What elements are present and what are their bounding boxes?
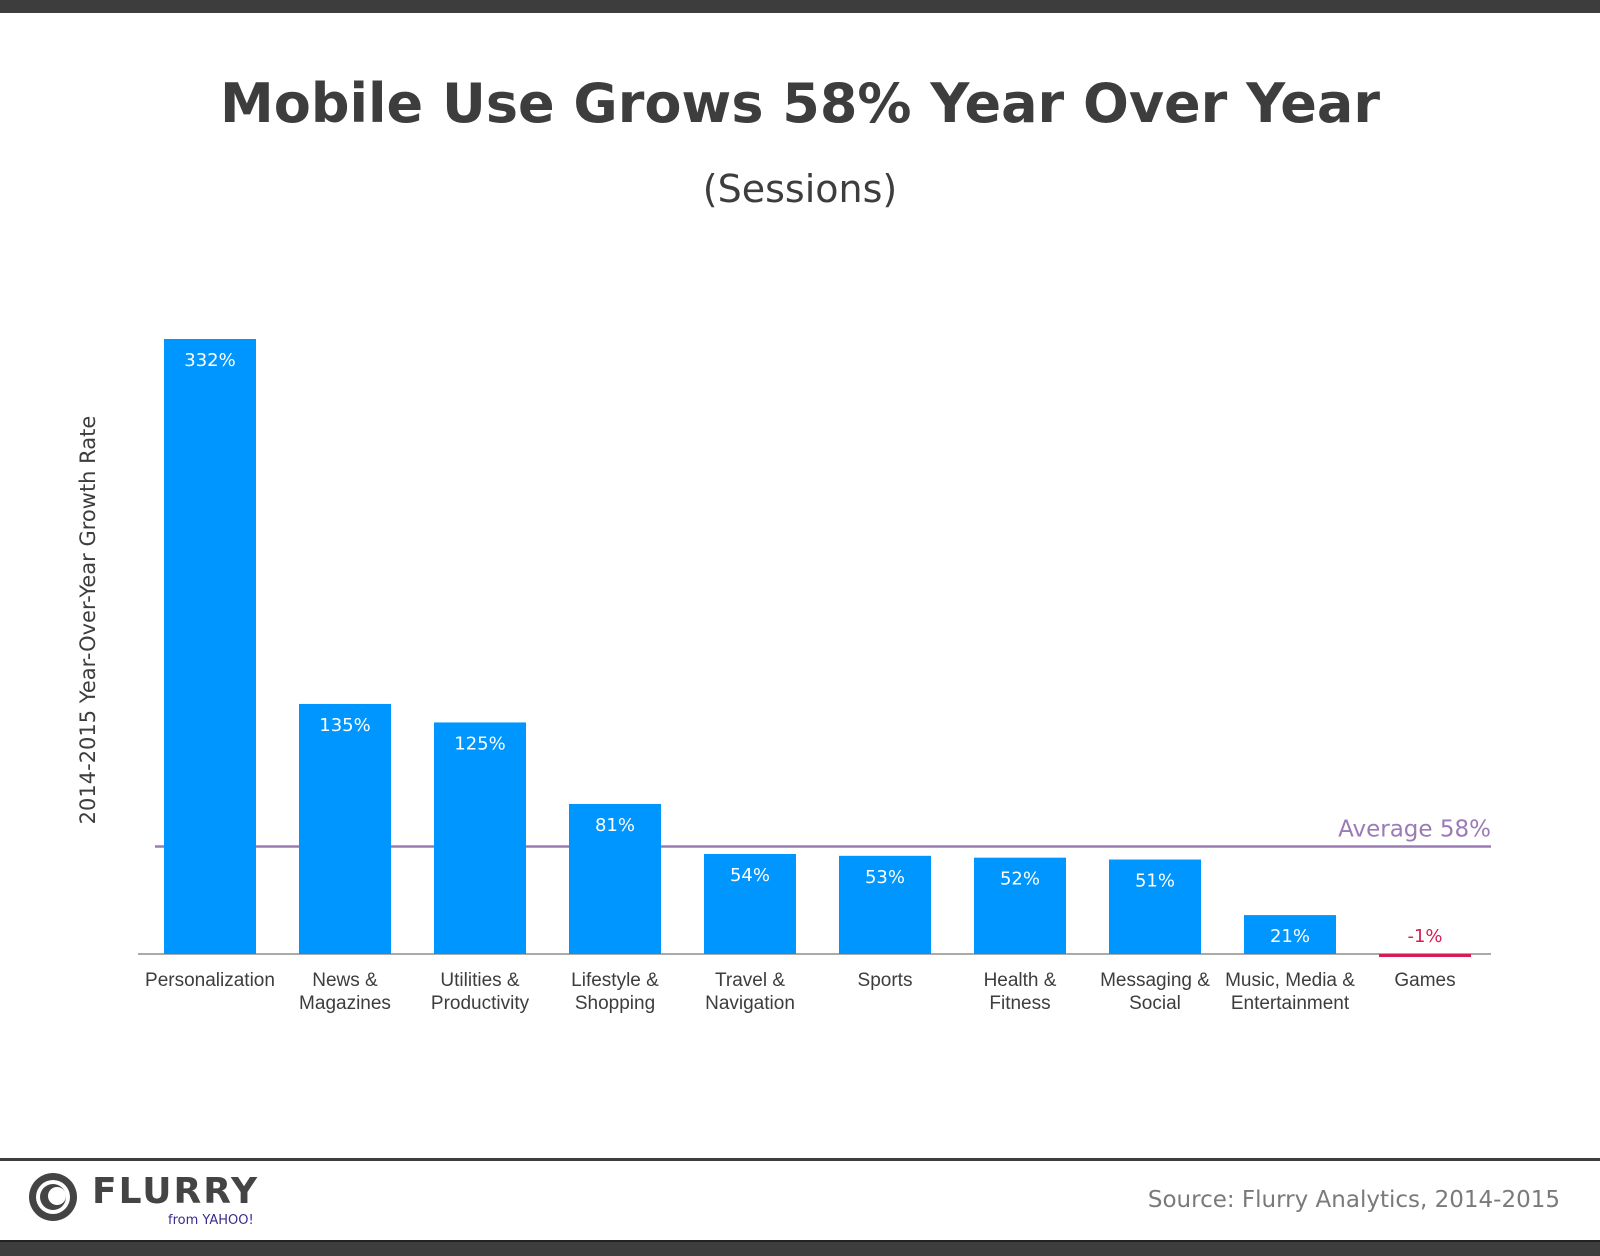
bar	[704, 853, 796, 954]
bar	[974, 857, 1066, 954]
bar	[299, 703, 391, 954]
bar	[569, 803, 661, 954]
x-tick-label: Games	[1394, 970, 1455, 991]
x-tick-label: Entertainment	[1231, 993, 1350, 1014]
bar	[434, 722, 526, 954]
bar	[1109, 859, 1201, 954]
x-tick-label: Travel &	[715, 970, 785, 991]
flurry-swirl-icon	[29, 1173, 77, 1221]
x-tick-label: Personalization	[145, 970, 275, 991]
data-label: 54%	[730, 865, 770, 886]
data-label: 21%	[1270, 926, 1310, 947]
bar	[839, 855, 931, 954]
y-axis-label: 2014-2015 Year-Over-Year Growth Rate	[76, 416, 100, 825]
x-tick-label: Fitness	[989, 993, 1050, 1014]
x-tick-label: Navigation	[705, 993, 795, 1014]
logo-text: FLURRY	[92, 1171, 260, 1212]
x-tick-label: Music, Media &	[1225, 970, 1355, 991]
data-label: 332%	[184, 350, 235, 371]
bar	[1379, 954, 1471, 957]
chart-title: Mobile Use Grows 58% Year Over Year	[220, 72, 1380, 135]
source-note: Source: Flurry Analytics, 2014-2015	[1147, 1187, 1560, 1213]
bottom-bar	[0, 1240, 1600, 1256]
x-tick-label: News &	[312, 970, 378, 991]
top-bar	[0, 0, 1600, 13]
data-label: 135%	[319, 715, 370, 736]
x-tick-label: Productivity	[431, 993, 530, 1014]
data-label: 52%	[1000, 869, 1040, 890]
x-tick-label: Lifestyle &	[571, 970, 659, 991]
bar	[1244, 915, 1336, 954]
flurry-logo: FLURRY from YAHOO!	[28, 1172, 258, 1234]
x-tick-label: Magazines	[299, 993, 391, 1014]
bar	[164, 339, 256, 954]
footer-divider	[0, 1158, 1600, 1161]
x-tick-label: Messaging &	[1100, 970, 1210, 991]
data-label: 125%	[454, 733, 505, 754]
data-label: 81%	[595, 815, 635, 836]
x-tick-label: Shopping	[575, 993, 655, 1014]
x-tick-label: Utilities &	[440, 970, 520, 991]
data-label: -1%	[1407, 926, 1442, 947]
data-label: 53%	[865, 867, 905, 888]
logo-subtext: from YAHOO!	[168, 1213, 254, 1228]
data-label: 51%	[1135, 871, 1175, 892]
x-tick-label: Sports	[858, 970, 913, 991]
average-label: Average 58%	[1338, 817, 1491, 843]
bar-chart: 2014-2015 Year-Over-Year Growth Rate Ave…	[76, 339, 1491, 1014]
x-tick-label: Health &	[984, 970, 1057, 991]
chart-subtitle: (Sessions)	[702, 167, 898, 211]
x-tick-label: Social	[1129, 993, 1181, 1014]
